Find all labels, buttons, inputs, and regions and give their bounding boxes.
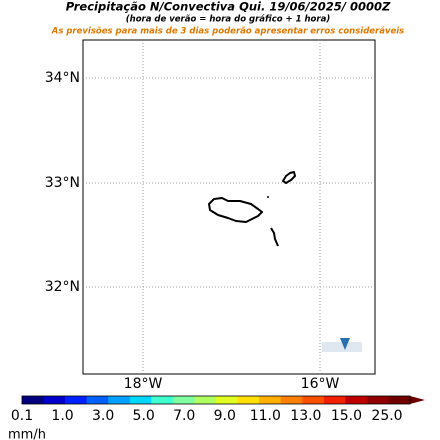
colorbar-segment [259,396,282,404]
colorbar-segment [151,396,174,404]
lon-label: 16°W [301,376,340,392]
subtitle: (hora de verão = hora do gráfico + 1 hor… [126,15,331,25]
title: Precipitação N/Convectiva Qui. 19/06/202… [66,0,391,14]
porto-santo-coast [282,171,296,184]
lat-label: 32°N [45,279,80,295]
colorbar-label: 1.0 [51,408,73,424]
colorbar-label: 15.0 [331,408,362,424]
colorbar-segment [43,396,66,404]
colorbar-label: 0.1 [11,408,33,424]
colorbar-segment [129,396,152,404]
colorbar-segment [388,396,411,404]
colorbar-segment [302,396,325,404]
logo-mark [340,338,350,350]
colorbar-label: 25.0 [371,408,402,424]
map-frame [82,39,376,375]
colorbar-segment [172,396,195,404]
colorbar-label: 9.0 [214,408,236,424]
map: 34°N 33°N 32°N 18°W 16°W [45,39,376,392]
colorbar: 0.1 1.0 3.0 5.0 7.0 9.0 11.0 13.0 15.0 25.0 [11,395,425,424]
lon-label: 18°W [124,376,163,392]
madeira-coast [208,197,263,223]
desertas-coast [270,227,279,247]
colorbar-label: 7.0 [173,408,195,424]
colorbar-outline [21,395,411,405]
islet [267,196,269,198]
colorbar-segment [366,396,389,404]
colorbar-label: 11.0 [250,408,281,424]
colorbar-segment [280,396,303,404]
colorbar-label: 3.0 [92,408,114,424]
colorbar-label: 5.0 [133,408,155,424]
colorbar-segment [86,396,109,404]
colorbar-unit: mm/h [8,428,46,440]
colorbar-extend [410,396,425,404]
colorbar-segment [108,396,131,404]
colorbar-segment [65,396,88,404]
lat-label: 33°N [45,175,80,191]
colorbar-label: 13.0 [290,408,321,424]
logo-bg [322,342,362,352]
colorbar-segment [237,396,260,404]
lat-label: 34°N [45,70,80,86]
logo [322,338,362,352]
colorbar-segment [345,396,368,404]
colorbar-segment [22,396,45,404]
warning: As previsões para mais de 3 dias poderão… [51,27,405,37]
colorbar-segment [216,396,239,404]
colorbar-segment [194,396,217,404]
colorbar-segment [323,396,346,404]
